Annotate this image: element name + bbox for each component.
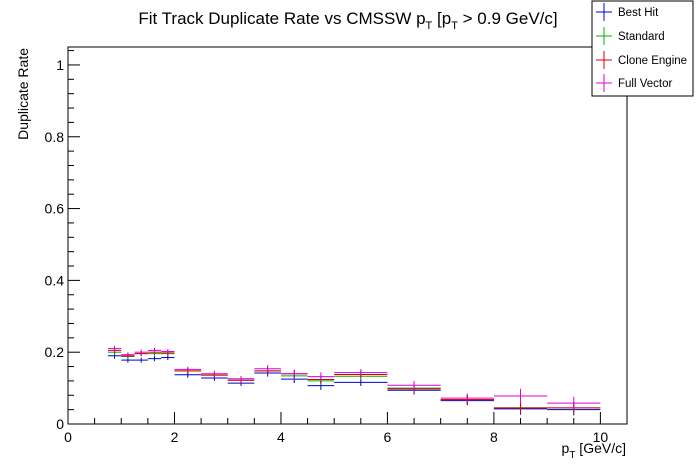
series-clone-engine: [108, 348, 600, 414]
legend: Best Hit Standard Clone Engine Full Vect…: [592, 1, 693, 96]
duplicate-rate-chart: Fit Track Duplicate Rate vs CMSSW pT [pT…: [0, 0, 696, 472]
series-full-vector: [108, 346, 600, 410]
data-point-clone-engine: [494, 402, 547, 413]
data-point-full-vector: [174, 367, 201, 373]
y-axis-tick-labels: 0 0.2 0.4 0.6 0.8 1: [45, 57, 65, 432]
y-axis-label: Duplicate Rate: [15, 48, 31, 140]
x-axis-ticks: [68, 412, 627, 424]
x-tick-label: 4: [277, 429, 285, 445]
y-tick-label: 0.8: [45, 129, 65, 145]
data-point-full-vector: [334, 369, 387, 376]
x-axis-label: pT [GeV/c]: [562, 440, 626, 461]
legend-label-best-hit: Best Hit: [618, 7, 659, 19]
data-point-full-vector: [281, 370, 308, 378]
x-tick-label: 8: [490, 429, 498, 445]
series-best-hit: [108, 353, 600, 415]
data-point-full-vector: [494, 389, 547, 403]
series-layer: [108, 346, 600, 416]
x-axis-tick-labels: 0 2 4 6 8 10: [64, 429, 608, 445]
data-point-full-vector: [441, 393, 494, 402]
y-tick-label: 0: [56, 416, 64, 432]
plot-frame: [68, 47, 627, 424]
y-tick-label: 1: [56, 57, 64, 73]
legend-label-clone-engine: Clone Engine: [618, 55, 687, 67]
data-point-full-vector: [228, 376, 255, 382]
y-axis-ticks: [68, 51, 80, 424]
legend-label-full-vector: Full Vector: [618, 78, 672, 90]
data-point-best-hit: [148, 356, 161, 361]
y-tick-label: 0.4: [45, 272, 65, 288]
chart-title: Fit Track Duplicate Rate vs CMSSW pT [pT…: [138, 9, 557, 32]
series-standard: [108, 349, 600, 413]
x-tick-label: 2: [171, 429, 179, 445]
y-tick-label: 0.6: [45, 201, 65, 217]
data-point-full-vector: [201, 371, 228, 377]
y-tick-label: 0.2: [45, 344, 65, 360]
x-tick-label: 6: [384, 429, 392, 445]
legend-label-standard: Standard: [618, 31, 665, 43]
data-point-best-hit: [334, 379, 387, 386]
data-point-best-hit: [135, 358, 148, 363]
x-tick-label: 0: [64, 429, 72, 445]
